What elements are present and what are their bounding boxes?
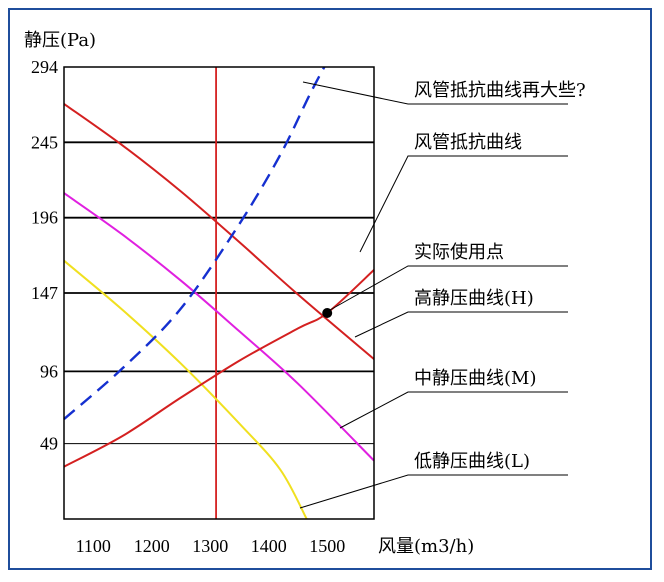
x-axis-label: 风量(m3/h) <box>378 536 474 557</box>
x-tick-label: 1100 <box>76 536 111 556</box>
operating-point-marker <box>322 307 333 318</box>
annotation-leader <box>299 474 568 509</box>
y-tick-label: 294 <box>31 57 58 77</box>
y-tick-label: 245 <box>31 132 58 152</box>
y-tick-label: 196 <box>31 208 58 228</box>
x-tick-label: 1300 <box>192 536 228 556</box>
y-tick-label: 147 <box>31 283 58 303</box>
x-tick-label: 1400 <box>251 536 287 556</box>
annotation-label: 中静压曲线(M) <box>414 368 536 389</box>
plot-border <box>63 66 375 520</box>
chart-frame <box>8 8 652 570</box>
y-tick-label: 96 <box>40 361 58 381</box>
y-axis-label: 静压(Pa) <box>24 30 96 51</box>
series-line-low <box>63 259 308 520</box>
annotation-label: 低静压曲线(L) <box>414 451 530 472</box>
x-tick-label: 1500 <box>309 536 345 556</box>
annotation-leader <box>339 391 568 429</box>
series-line-mid <box>63 192 375 462</box>
annotation-label: 实际使用点 <box>414 242 504 263</box>
annotation-label: 高静压曲线(H) <box>414 288 534 309</box>
annotation-leader <box>354 311 568 338</box>
annotation-leader <box>329 265 568 311</box>
y-tick-label: 49 <box>40 434 58 454</box>
x-tick-label: 1200 <box>134 536 170 556</box>
series-line-duct_high <box>63 66 326 421</box>
annotation-label: 风管抵抗曲线 <box>414 132 522 153</box>
series-line-high <box>63 103 375 360</box>
annotation-leader <box>359 155 568 253</box>
annotation-leader <box>302 81 568 105</box>
annotation-label: 风管抵抗曲线再大些? <box>414 80 586 101</box>
